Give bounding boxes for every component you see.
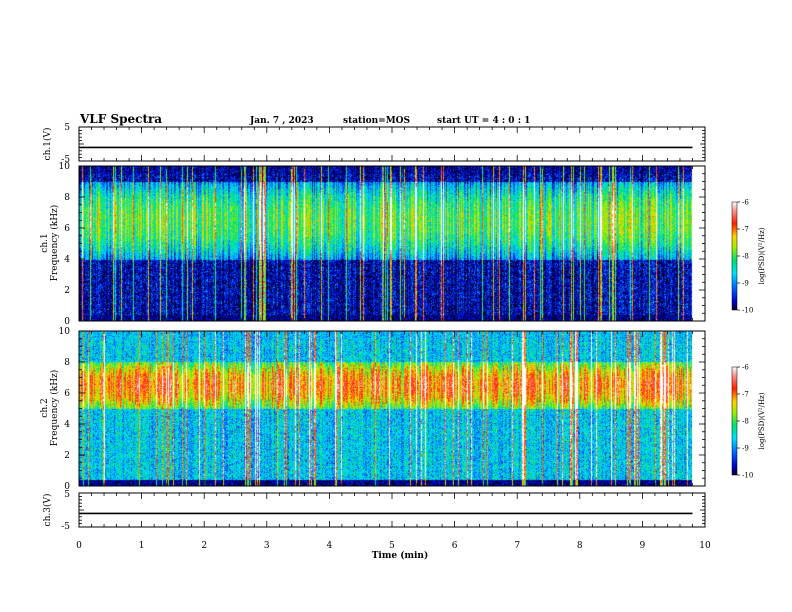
ch2-spectrogram-yticklabels: 0 2 4 6 8 10 [59, 327, 71, 492]
ch1-spectrogram-panel: 0 2 4 6 8 10 ch.1 Frequency (kHz) -6 -7 -8 -9 -10… [40, 162, 766, 327]
ch1-spectrogram-ticks [78, 165, 706, 322]
x-tick-label: 1 [139, 541, 145, 551]
ch3-voltage-ytick-bottom: -5 [61, 522, 70, 532]
y-tick-label: 4 [64, 255, 70, 265]
ch1-colorbar: -6 -7 -8 -9 -10 log(PSD)(V²/Hz) [731, 199, 766, 315]
x-tick-label: 0 [76, 541, 82, 551]
x-tick-label: 10 [699, 541, 711, 551]
y-tick-label: 10 [59, 327, 71, 337]
ch1-voltage-ticks [78, 126, 706, 162]
x-tick-label: 7 [514, 541, 520, 551]
colorbar-tick-label: -9 [742, 445, 749, 453]
colorbar-tick-label: -6 [742, 364, 749, 372]
y-tick-label: 0 [64, 317, 70, 327]
ch1-colorbar-scale [731, 201, 738, 311]
ch2-spectrogram-ticks [78, 330, 706, 487]
x-tick-label: 8 [577, 541, 583, 551]
y-tick-label: 0 [64, 482, 70, 492]
colorbar-tick-label: -9 [742, 280, 749, 288]
y-tick-label: 4 [64, 420, 70, 430]
ch2-spectrogram-panel: 0 2 4 6 8 10 ch.2 Frequency (kHz) -6 -7 -8 -9 -10… [40, 327, 766, 492]
x-tick-label: 6 [452, 541, 458, 551]
y-tick-label: 2 [64, 286, 70, 296]
x-tick-label: 5 [389, 541, 395, 551]
x-tick-label: 4 [327, 541, 333, 551]
y-tick-label: 8 [64, 358, 70, 368]
colorbar-tick-label: -7 [742, 391, 749, 399]
ch2-colorbar-ticks: -6 -7 -8 -9 -10 [737, 364, 753, 480]
ch1-voltage-panel: 5 -5 ch.1(V) [42, 123, 706, 165]
ch2-colorbar-scale [731, 366, 738, 476]
ch1-colorbar-label: log(PSD)(V²/Hz) [758, 227, 766, 284]
ch3-voltage-ytick-top: 5 [64, 490, 70, 500]
ch1-voltage-ytick-top: 5 [64, 123, 70, 133]
colorbar-tick-label: -10 [742, 472, 753, 480]
ch3-voltage-panel: 5 -5 ch.3(V) [42, 490, 706, 532]
station-label: station=MOS [343, 116, 410, 126]
ch2-colorbar: -6 -7 -8 -9 -10 log(PSD)(V²/Hz) [731, 364, 766, 480]
ch1-spectrogram-yticklabels: 0 2 4 6 8 10 [59, 162, 71, 327]
colorbar-tick-label: -10 [742, 307, 753, 315]
start-time-label: start UT = 4 : 0 : 1 [437, 116, 530, 126]
colorbar-tick-label: -6 [742, 199, 749, 207]
y-tick-label: 10 [59, 162, 71, 172]
ch2-spectrogram-image [79, 331, 705, 486]
colorbar-tick-label: -7 [742, 226, 749, 234]
ch1-voltage-ylabel: ch.1(V) [42, 128, 53, 161]
ch1-colorbar-ticks: -6 -7 -8 -9 -10 [737, 199, 753, 315]
ch1-spectrogram-image [79, 166, 705, 321]
ch3-voltage-ticks [78, 492, 706, 528]
colorbar-tick-label: -8 [742, 253, 749, 261]
ch2-colorbar-label: log(PSD)(V²/Hz) [758, 392, 766, 449]
y-tick-label: 6 [64, 389, 70, 399]
colorbar-tick-label: -8 [742, 418, 749, 426]
date-label: Jan. 7 , 2023 [249, 116, 314, 126]
ch1-voltage-ytick-bottom: -5 [61, 155, 70, 165]
figure-title: VLF Spectra [79, 112, 162, 126]
x-tick-label: 2 [201, 541, 207, 551]
ch1-spectrogram-ylabel-frequency: Frequency (kHz) [49, 205, 60, 282]
ch3-voltage-ylabel: ch.3(V) [42, 494, 53, 527]
x-axis-tick-labels: 0 1 2 3 4 5 6 7 8 9 10 [76, 541, 711, 551]
x-tick-label: 3 [264, 541, 270, 551]
y-tick-label: 2 [64, 451, 70, 461]
ch2-spectrogram-ylabel-channel: ch.2 [40, 398, 50, 417]
ch1-spectrogram-ylabel-channel: ch.1 [40, 233, 50, 252]
x-axis-label: Time (min) [372, 550, 429, 561]
ch2-spectrogram-ylabel-frequency: Frequency (kHz) [49, 370, 60, 447]
x-tick-label: 9 [640, 541, 646, 551]
y-tick-label: 6 [64, 224, 70, 234]
y-tick-label: 8 [64, 193, 70, 203]
